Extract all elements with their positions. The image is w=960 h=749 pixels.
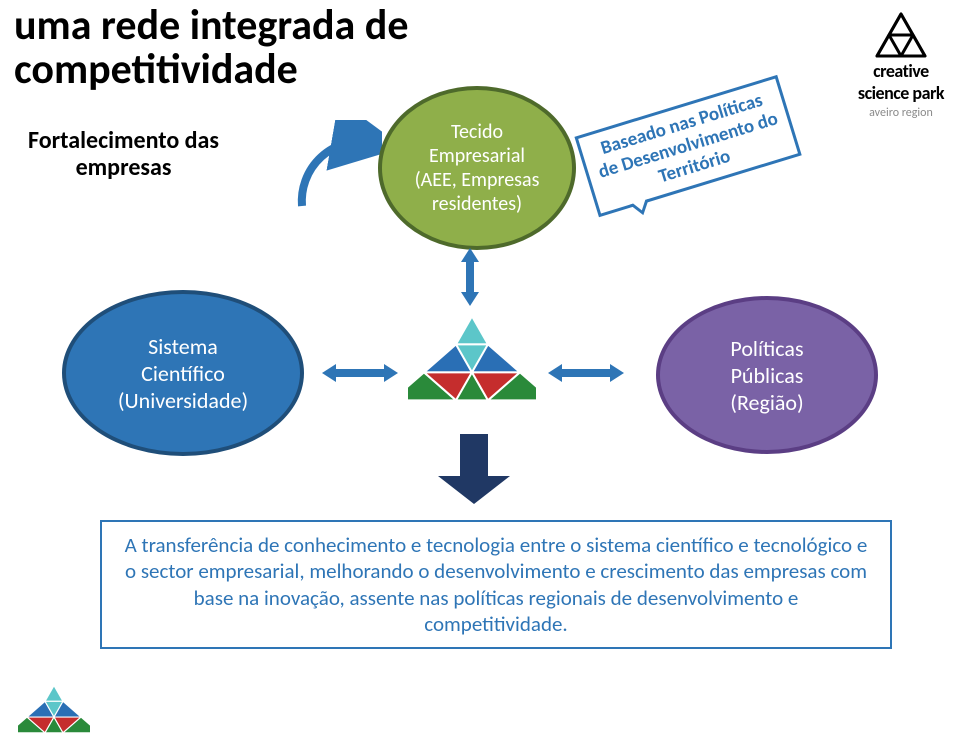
arrow-big-down	[438, 434, 510, 504]
arrow-vertical-1	[463, 248, 477, 306]
brand-logo: creative science park aveiro region	[858, 10, 944, 120]
brand-logo-line-1: creative	[858, 60, 944, 82]
bottom-left-triangle-icon	[18, 682, 90, 745]
sistema-line-3: (Universidade)	[118, 387, 248, 414]
arrow-horizontal-right	[548, 366, 624, 380]
title-line-2: competitividade	[14, 44, 298, 95]
tecido-line-1: Tecido	[451, 120, 503, 144]
politicas-line-2: Públicas	[731, 362, 804, 389]
sistema-line-1: Sistema	[148, 333, 218, 360]
brand-logo-line-3: aveiro region	[858, 106, 944, 120]
caption-text: A transferência de conhecimento e tecnol…	[125, 532, 868, 637]
tecido-line-3: (AEE, Empresas	[415, 168, 540, 192]
callout-territory-policies: Baseado nas Políticas de Desenvolvimento…	[574, 75, 802, 217]
subheading: Fortalecimento das empresas	[28, 128, 219, 182]
subheading-line-1: Fortalecimento das	[28, 126, 219, 155]
brand-logo-line-2: science park	[858, 82, 944, 104]
page-title: uma rede integrada de competitividade	[14, 4, 408, 92]
tecido-line-4: residentes)	[432, 192, 522, 216]
node-tecido-empresarial: Tecido Empresarial (AEE, Empresas reside…	[378, 86, 576, 250]
node-sistema-cientifico: Sistema Científico (Universidade)	[62, 290, 304, 456]
tecido-line-2: Empresarial	[429, 144, 525, 168]
center-triangle-icon	[408, 310, 536, 423]
politicas-line-1: Políticas	[730, 335, 803, 362]
node-politicas-publicas: Políticas Públicas (Região)	[656, 296, 878, 454]
curved-arrow	[286, 120, 382, 220]
brand-logo-icon	[873, 10, 929, 60]
bottom-caption-box: A transferência de conhecimento e tecnol…	[100, 520, 892, 649]
subheading-line-2: empresas	[76, 153, 172, 182]
arrow-horizontal-left	[322, 366, 398, 380]
politicas-line-3: (Região)	[730, 389, 803, 416]
sistema-line-2: Científico	[141, 360, 225, 387]
